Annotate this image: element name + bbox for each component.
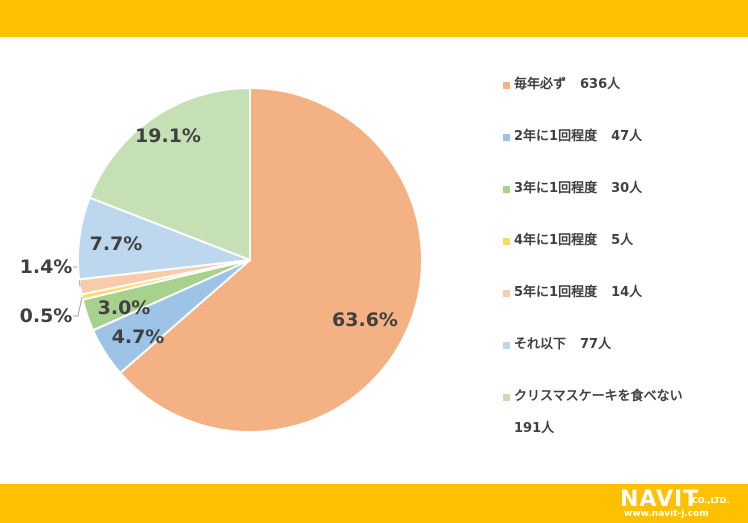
- legend-label: 3年に1回程度: [514, 181, 598, 196]
- logo-wordmark: NAVIT: [620, 487, 700, 512]
- legend-item: 4年に1回程度 5人: [503, 231, 633, 251]
- data-label: 1.4%: [20, 256, 73, 278]
- legend-count: 30人: [611, 181, 643, 196]
- logo-url: www.navit-j.com: [624, 509, 709, 519]
- legend-label: 4年に1回程度: [514, 233, 598, 248]
- legend-label: クリスマスケーキを食べない: [514, 389, 683, 404]
- legend-item: それ以下 77人: [503, 335, 611, 355]
- pie-slice: [118, 86, 423, 433]
- legend-swatch: [503, 238, 510, 245]
- legend-swatch: [503, 394, 510, 401]
- legend-swatch: [503, 290, 510, 297]
- data-label: 63.6%: [332, 309, 398, 331]
- legend-label: 5年に1回程度: [514, 285, 598, 300]
- logo-company-suffix: CO.,LTD.: [692, 496, 730, 505]
- legend-item: クリスマスケーキを食べない 191人: [503, 387, 683, 439]
- data-label: 7.7%: [90, 233, 143, 255]
- legend-swatch: [503, 82, 510, 89]
- legend-swatch: [503, 342, 510, 349]
- navit-logo: NAVIT CO.,LTD. www.navit-j.com: [620, 487, 744, 521]
- legend-count: 191人: [514, 421, 555, 436]
- header-band: [0, 0, 748, 37]
- legend-swatch: [503, 134, 510, 141]
- leader-line: [73, 296, 83, 317]
- legend-label: それ以下: [514, 337, 567, 352]
- legend-swatch: [503, 186, 510, 193]
- pie-slice: [88, 86, 251, 262]
- legend-item: 毎年必ず 636人: [503, 75, 620, 95]
- legend-item: 3年に1回程度 30人: [503, 179, 642, 199]
- legend-label: 毎年必ず: [514, 77, 567, 92]
- legend-count: 636人: [580, 77, 621, 92]
- legend-item: 2年に1回程度 47人: [503, 127, 642, 147]
- data-label: 19.1%: [135, 125, 201, 147]
- footer-band: [0, 484, 748, 523]
- legend-count: 14人: [611, 285, 643, 300]
- data-label: 4.7%: [112, 326, 165, 348]
- legend-count: 5人: [611, 233, 634, 248]
- legend-item: 5年に1回程度 14人: [503, 283, 642, 303]
- data-label: 3.0%: [98, 297, 151, 319]
- pie-chart: 63.6% 4.7% 3.0% 0.5% 1.4% 7.7% 19.1%: [20, 86, 423, 433]
- legend-count: 47人: [611, 129, 643, 144]
- legend-label: 2年に1回程度: [514, 129, 598, 144]
- data-label: 0.5%: [20, 305, 73, 327]
- legend-count: 77人: [580, 337, 612, 352]
